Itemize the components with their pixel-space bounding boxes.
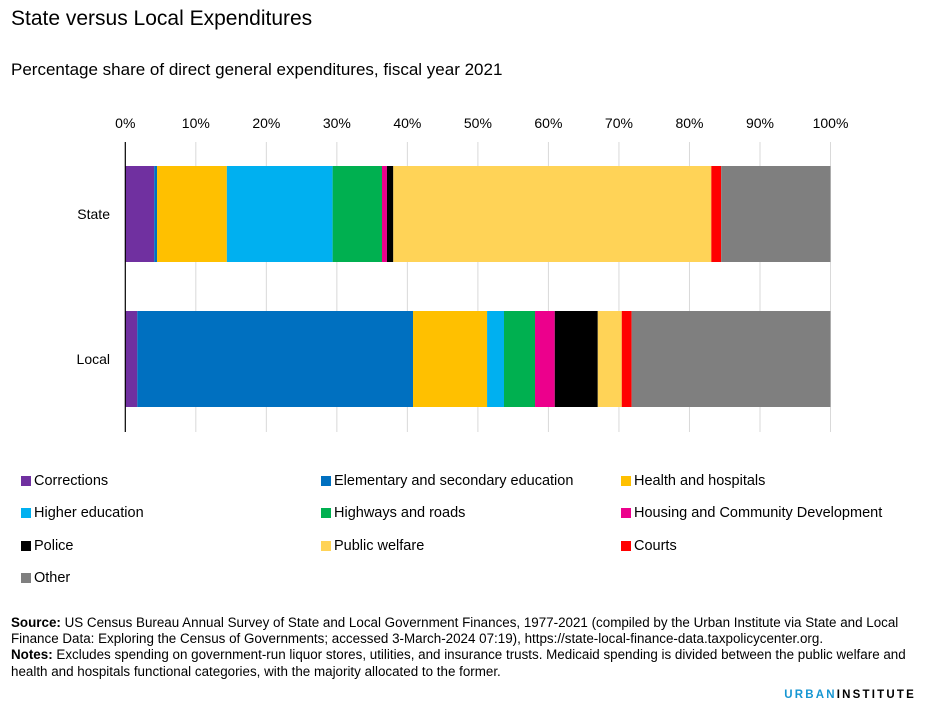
stacked-bar-chart: 0% 10% 20% 30% 40% 50% 60% 70% 80% 90% 100% State L… <box>77 115 848 432</box>
legend-item: Higher education <box>21 505 144 521</box>
x-axis-tick-labels: 0% 10% 20% 30% 40% 50% 60% 70% 80% 90% 100% <box>115 115 848 131</box>
bar-segment <box>597 311 622 407</box>
legend-swatch <box>621 508 631 519</box>
x-tick-label: 60% <box>534 115 562 131</box>
legend-label: Highways and roads <box>334 505 466 522</box>
footer: Source: US Census Bureau Annual Survey o… <box>11 615 919 680</box>
logo-institute: INSTITUTE <box>836 689 916 701</box>
bar-segment <box>711 166 722 262</box>
bars <box>125 166 831 407</box>
chart-subtitle: Percentage share of direct general expen… <box>11 60 503 79</box>
bar-segment <box>332 166 382 262</box>
legend-item: Highways and roads <box>321 505 465 521</box>
category-labels: State Local <box>77 206 111 367</box>
legend-swatch <box>21 508 31 519</box>
legend-label: Public welfare <box>334 537 425 554</box>
legend-label: Courts <box>634 537 677 554</box>
bar-segment <box>503 311 536 407</box>
legend-item: Courts <box>621 538 677 554</box>
bar-segment <box>125 311 138 407</box>
category-label: Local <box>77 351 110 367</box>
legend-swatch <box>321 508 331 519</box>
x-tick-label: 70% <box>605 115 633 131</box>
bar-segment <box>137 311 414 407</box>
x-tick-label: 0% <box>115 115 135 131</box>
bar-segment <box>393 166 712 262</box>
logo-urban: URBAN <box>784 689 837 701</box>
legend-item: Corrections <box>21 473 108 489</box>
legend-item: Other <box>21 570 70 586</box>
legend-label: Police <box>34 537 74 554</box>
bar-segment <box>226 166 333 262</box>
legend-swatch <box>21 540 31 551</box>
source-note: Source: US Census Bureau Annual Survey o… <box>11 615 898 646</box>
x-tick-label: 40% <box>393 115 421 131</box>
urban-institute-logo: URBANINSTITUTE <box>784 689 916 701</box>
bar-segment <box>721 166 831 262</box>
bar-segment <box>413 311 488 407</box>
notes: Notes: Excludes spending on government-r… <box>11 647 906 678</box>
legend-label: Housing and Community Development <box>634 505 883 522</box>
source-text: US Census Bureau Annual Survey of State … <box>11 615 899 647</box>
legend-item: Public welfare <box>321 538 424 554</box>
legend-swatch <box>21 476 31 486</box>
legend-label: Health and hospitals <box>634 473 766 489</box>
bar-segment <box>487 311 504 407</box>
legend-swatch <box>321 476 331 486</box>
legend-item: Health and hospitals <box>621 473 765 489</box>
x-tick-label: 30% <box>323 115 351 131</box>
legend-swatch <box>21 572 31 583</box>
legend-swatch <box>321 540 331 551</box>
legend-label: Other <box>34 569 71 586</box>
legend-swatch <box>621 476 631 486</box>
bar-segment <box>381 166 387 262</box>
source-label: Source: <box>11 615 61 630</box>
legend-item: Housing and Community Development <box>621 505 882 521</box>
notes-text: Excludes spending on government-run liqu… <box>11 647 906 679</box>
bar-segment <box>386 166 394 262</box>
bar-segment <box>157 166 227 262</box>
bar-segment <box>154 166 158 262</box>
chart-title: State versus Local Expenditures <box>11 7 313 30</box>
bar-segment <box>621 311 632 407</box>
bar-segment <box>535 311 555 407</box>
legend-label: Corrections <box>34 473 109 489</box>
category-label: State <box>77 206 110 222</box>
legend-label: Higher education <box>34 505 144 522</box>
legend-label: Elementary and secondary education <box>334 473 574 489</box>
legend-item: Elementary and secondary education <box>321 473 573 489</box>
x-tick-label: 90% <box>746 115 774 131</box>
x-tick-label: 20% <box>252 115 280 131</box>
x-tick-label: 100% <box>813 115 849 131</box>
x-tick-label: 10% <box>182 115 210 131</box>
x-tick-label: 80% <box>675 115 703 131</box>
legend-swatch <box>621 540 631 551</box>
bar-segment <box>631 311 831 407</box>
bar-segment <box>125 166 155 262</box>
legend-item: Police <box>21 538 74 554</box>
notes-label: Notes: <box>11 647 53 663</box>
bar-segment <box>554 311 598 407</box>
x-tick-label: 50% <box>464 115 492 131</box>
